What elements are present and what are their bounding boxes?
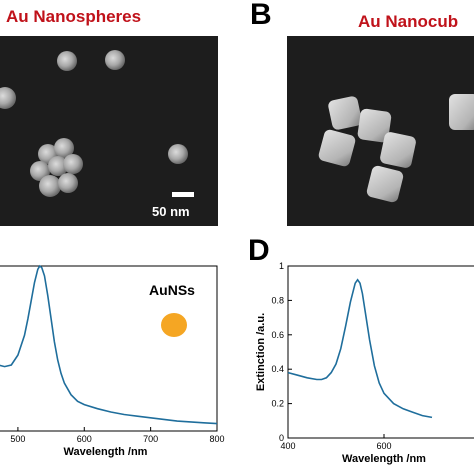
- panel-a-title: Au Nanospheres: [6, 7, 142, 26]
- x-tick-label: 400: [280, 441, 295, 451]
- nanocube-particles: [318, 94, 474, 203]
- panel-b-title: Au Nanocub: [358, 12, 459, 31]
- x-axis-label: Wavelength /nm: [342, 453, 426, 465]
- y-tick-label: 0.6: [271, 330, 284, 340]
- spectrum-chart-d: 400 600 0 0.2 0.4 0.6 0.8 1 Wavelength /nm Extinc…: [255, 261, 474, 465]
- x-tick-label: 600: [77, 434, 92, 444]
- plot-frame: [287, 265, 474, 439]
- legend-dot: [161, 313, 187, 337]
- x-axis-label: Wavelength /nm: [64, 446, 148, 458]
- y-tick-label: 0.4: [271, 364, 284, 374]
- spectrum-line: [287, 278, 433, 419]
- spectrum-line: [0, 264, 218, 425]
- x-tick-label: 700: [143, 434, 158, 444]
- y-tick-label: 0: [279, 433, 284, 443]
- y-axis-label: Extinction /a.u.: [255, 313, 267, 391]
- x-tick-label: 600: [376, 441, 391, 451]
- spectrum-chart-c: 500 600 700 800 Wavelength /nm AuNSs: [0, 264, 225, 458]
- plot-frame: [0, 265, 218, 432]
- sem-image-nanospheres: 50 nm: [0, 36, 218, 226]
- panel-b-letter: B: [250, 0, 272, 31]
- scale-bar: [172, 192, 194, 197]
- sem-image-nanocubes: [287, 36, 474, 226]
- x-tick-label: 800: [209, 434, 224, 444]
- panel-d-letter: D: [248, 234, 270, 267]
- y-tick-label: 0.8: [271, 295, 284, 305]
- legend-label: AuNSs: [149, 282, 195, 298]
- y-tick-label: 1: [279, 261, 284, 271]
- y-tick-label: 0.2: [271, 399, 284, 409]
- scale-bar-label: 50 nm: [152, 204, 190, 219]
- x-tick-label: 500: [10, 434, 25, 444]
- nanosphere-particles: [0, 50, 188, 197]
